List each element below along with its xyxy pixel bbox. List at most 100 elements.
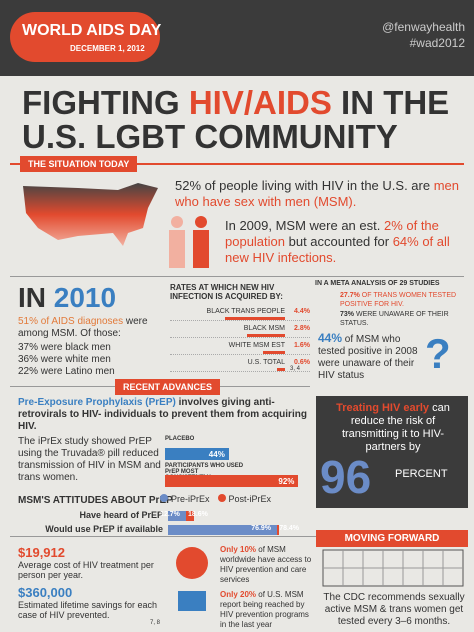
rule xyxy=(10,163,464,165)
year-value: 2010 xyxy=(53,282,117,313)
meta-stat: 73% WERE UNAWARE OF THEIR STATUS. xyxy=(340,310,470,328)
meta-heading: IN A META ANALYSIS OF 29 STUDIES xyxy=(315,280,440,287)
meta-value: 27.7% xyxy=(340,292,360,299)
rate-value: 4.4% xyxy=(294,308,310,315)
rate-bar xyxy=(246,334,285,337)
us-map xyxy=(23,183,158,246)
unaware-value: 44% xyxy=(318,331,343,345)
rule xyxy=(10,536,464,537)
meta-value: 73% xyxy=(340,311,355,318)
iprex-label: PLACEBO xyxy=(165,436,195,442)
iprex-value: 44% xyxy=(208,450,225,459)
globe-icon xyxy=(176,547,208,611)
legend-item: Pre-iPrEx xyxy=(160,494,210,504)
iprex-bar xyxy=(165,448,229,460)
rate-value: 2.8% xyxy=(294,325,310,332)
attitude-label: Have heard of PrEP xyxy=(79,510,163,520)
meta-text: OF TRANS WOMEN TESTED POSITIVE FOR HIV. xyxy=(340,292,457,308)
title-part: IN THE xyxy=(331,84,450,121)
treating-box xyxy=(316,396,468,508)
attitude-area: 12.7% 18.6% xyxy=(160,510,310,522)
rate-bar xyxy=(263,351,285,354)
rate-row: BLACK TRANS PEOPLE 4.4% xyxy=(170,306,310,321)
note: 7, 8 xyxy=(150,620,161,626)
year-line: 36% were white men xyxy=(18,354,111,365)
attitude-bar xyxy=(168,511,187,521)
treating-text: can reduce the risk of transmitting it t… xyxy=(341,402,450,453)
section-heading: RECENT ADVANCES xyxy=(115,379,221,395)
attitude-area: 76.9% 78.4% xyxy=(168,524,310,536)
handle: @fenwayhealth xyxy=(382,20,465,34)
title-part: FIGHTING xyxy=(22,84,189,121)
year-line: 22% were Latino men xyxy=(18,366,115,377)
year-lead-rest: were among MSM. Of those: xyxy=(18,316,148,339)
stat-text: but accounted for xyxy=(285,234,393,249)
stat-highlight: 64% of all new HIV infections. xyxy=(225,234,450,265)
iprex-row: PLACEBO 44% xyxy=(165,436,310,460)
treating-unit: PERCENT xyxy=(395,468,448,480)
people-icon xyxy=(169,216,209,268)
access: Only 20% of U.S. MSM report being reache… xyxy=(220,590,312,630)
year-lines: 37% were black men 36% were white men 22% … xyxy=(18,342,115,378)
access-highlight: Only 20% xyxy=(220,590,257,599)
stat-highlight: men who have sex with men (MSM). xyxy=(175,178,459,209)
prep: Pre-Exposure Prophylaxis (PrEP) involves… xyxy=(18,397,308,433)
note: 3, 4 xyxy=(290,366,301,372)
date: DECEMBER 1, 2012 xyxy=(70,44,145,53)
legend-label: Pre-iPrEx xyxy=(171,494,210,504)
iprex-value: 92% xyxy=(278,477,295,486)
forward-text: The CDC recommends sexually active MSM &… xyxy=(323,592,465,627)
legend-item: Post-iPrEx xyxy=(217,494,272,504)
rate-label: BLACK MSM xyxy=(243,325,285,332)
stat: 52% of people living with HIV in the U.S… xyxy=(175,178,467,210)
year-text: 51% of AIDS diagnoses were among MSM. Of… xyxy=(18,316,163,340)
cost-text: Estimated lifetime savings for each case… xyxy=(18,600,158,620)
stat: In 2009, MSM were an est. 2% of the popu… xyxy=(225,218,470,266)
question-icon: ? xyxy=(425,330,451,377)
rate-label: WHITE MSM EST xyxy=(228,342,285,349)
meta-stat: 27.7% OF TRANS WOMEN TESTED POSITIVE FOR… xyxy=(340,291,470,309)
attitude-value: 18.6% xyxy=(188,511,208,518)
section-heading: MOVING FORWARD xyxy=(316,530,468,547)
access: Only 10% of MSM worldwide have access to… xyxy=(220,545,312,585)
iprex-row: PARTICIPANTS WHO USED PrEP MOST CONSISTE… xyxy=(165,463,310,487)
year-lead: 51% of AIDS diagnoses xyxy=(18,316,124,327)
rule xyxy=(10,276,464,277)
legend: Pre-iPrEx Post-iPrEx xyxy=(160,494,279,504)
iprex-bar xyxy=(165,475,299,487)
attitude-value: 12.7% xyxy=(160,511,180,518)
prep-text: involves giving anti-retrovirals to HIV-… xyxy=(18,397,307,432)
iprex: The iPrEx study showed PrEP using the Tr… xyxy=(18,436,161,483)
year-prefix: IN xyxy=(18,282,54,313)
attitude-row: Would use PrEP if available 76.9% 78.4% xyxy=(18,524,310,536)
meta-text: WERE UNAWARE OF THEIR STATUS. xyxy=(340,311,449,327)
attitudes-heading: MSM'S ATTITUDES ABOUT PrEP xyxy=(18,495,173,506)
cost-value: $19,912 xyxy=(18,545,65,560)
rate-row: WHITE MSM EST 1.6% xyxy=(170,340,310,355)
rates-heading: RATES AT WHICH NEW HIV INFECTION IS ACQU… xyxy=(170,283,283,301)
treating-number: 96 xyxy=(320,451,372,503)
logo xyxy=(10,12,160,62)
legend-swatch xyxy=(160,494,168,502)
event: WORLD AIDS DAY xyxy=(22,22,162,39)
treating-highlight: Treating HIV early xyxy=(336,402,430,414)
attitude-value: 76.9% xyxy=(251,525,272,532)
prep-highlight: Pre-Exposure Prophylaxis (PrEP) xyxy=(18,397,176,408)
rates: BLACK TRANS PEOPLE 4.4% BLACK MSM 2.8% WHITE… xyxy=(170,306,310,374)
cost-text: Average cost of HIV treatment per person… xyxy=(18,560,154,580)
rate-bar xyxy=(225,317,285,320)
hashtag: #wad2012 xyxy=(409,36,465,50)
year-line: 37% were black men xyxy=(18,342,111,353)
title: U.S. LGBT COMMUNITY xyxy=(22,118,398,155)
attitude-row: Have heard of PrEP 12.7% 18.6% xyxy=(18,510,310,522)
title: FIGHTING HIV/AIDS IN THE xyxy=(22,84,449,122)
stat-text: In 2009, MSM were an est. xyxy=(225,218,384,233)
attitude-label: Would use PrEP if available xyxy=(45,524,163,534)
attitude-bar xyxy=(168,525,278,535)
rate-bar xyxy=(276,368,285,371)
attitude-value: 78.4% xyxy=(279,525,300,532)
legend-label: Post-iPrEx xyxy=(228,494,272,504)
unaware: 44% of MSM who tested positive in 2008 w… xyxy=(318,332,423,382)
rate-row: BLACK MSM 2.8% xyxy=(170,323,310,338)
